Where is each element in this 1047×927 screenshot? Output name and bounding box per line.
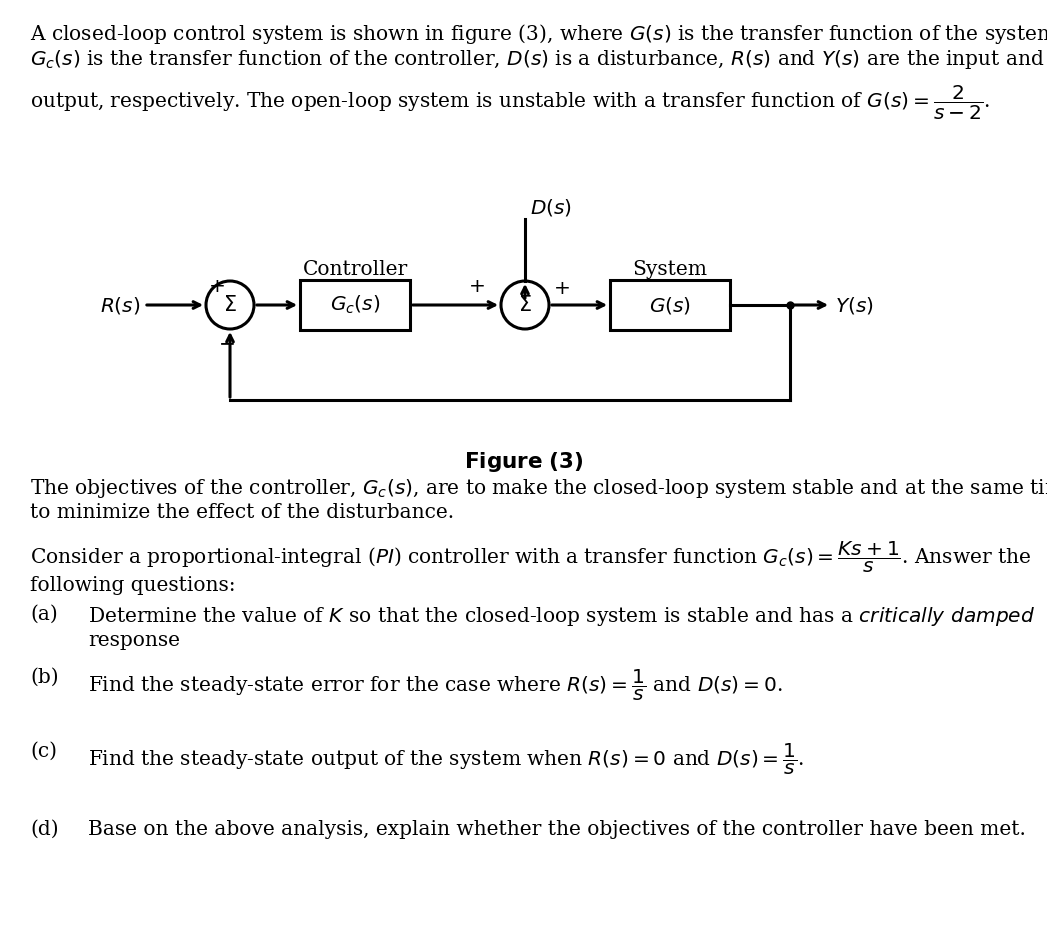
Text: (c): (c): [30, 742, 57, 761]
FancyBboxPatch shape: [300, 280, 410, 330]
Text: Base on the above analysis, explain whether the objectives of the controller hav: Base on the above analysis, explain whet…: [88, 820, 1026, 839]
Text: Controller: Controller: [303, 260, 407, 279]
Text: (d): (d): [30, 820, 59, 839]
Text: $G_c(s)$ is the transfer function of the controller, $D(s)$ is a disturbance, $R: $G_c(s)$ is the transfer function of the…: [30, 48, 1044, 71]
Text: $G_c(s)$: $G_c(s)$: [330, 294, 380, 316]
Text: $Y(s)$: $Y(s)$: [836, 295, 874, 315]
Text: System: System: [632, 260, 708, 279]
Text: $\bf{Figure\ (3)}$: $\bf{Figure\ (3)}$: [464, 450, 584, 474]
Text: (b): (b): [30, 668, 59, 687]
Text: (a): (a): [30, 605, 58, 624]
Text: $+$: $+$: [468, 277, 485, 296]
Text: following questions:: following questions:: [30, 576, 236, 595]
Text: Find the steady-state error for the case where $R(s)=\dfrac{1}{s}$ and $D(s)=0$.: Find the steady-state error for the case…: [88, 668, 783, 704]
Text: $D(s)$: $D(s)$: [530, 197, 572, 218]
Text: $+$: $+$: [553, 279, 570, 298]
Text: Determine the value of $K$ so that the closed-loop system is stable and has a $\: Determine the value of $K$ so that the c…: [88, 605, 1035, 628]
Text: A closed-loop control system is shown in figure (3), where $G(s)$ is the transfe: A closed-loop control system is shown in…: [30, 22, 1047, 46]
Text: $R(s)$: $R(s)$: [99, 295, 140, 315]
Text: to minimize the effect of the disturbance.: to minimize the effect of the disturbanc…: [30, 503, 454, 522]
Text: output, respectively. The open-loop system is unstable with a transfer function : output, respectively. The open-loop syst…: [30, 84, 990, 122]
FancyBboxPatch shape: [610, 280, 730, 330]
Text: response: response: [88, 631, 180, 650]
Text: The objectives of the controller, $G_c(s)$, are to make the closed-loop system s: The objectives of the controller, $G_c(s…: [30, 477, 1047, 500]
Text: $\Sigma$: $\Sigma$: [518, 295, 532, 315]
Text: $+$: $+$: [208, 277, 225, 296]
Text: $G(s)$: $G(s)$: [649, 295, 691, 315]
Text: Consider a proportional-integral ($PI$) controller with a transfer function $G_c: Consider a proportional-integral ($PI$) …: [30, 540, 1031, 576]
Text: $\Sigma$: $\Sigma$: [223, 295, 237, 315]
Text: Find the steady-state output of the system when $R(s)=0$ and $D(s)=\dfrac{1}{s}$: Find the steady-state output of the syst…: [88, 742, 804, 778]
Text: $-$: $-$: [218, 333, 235, 352]
